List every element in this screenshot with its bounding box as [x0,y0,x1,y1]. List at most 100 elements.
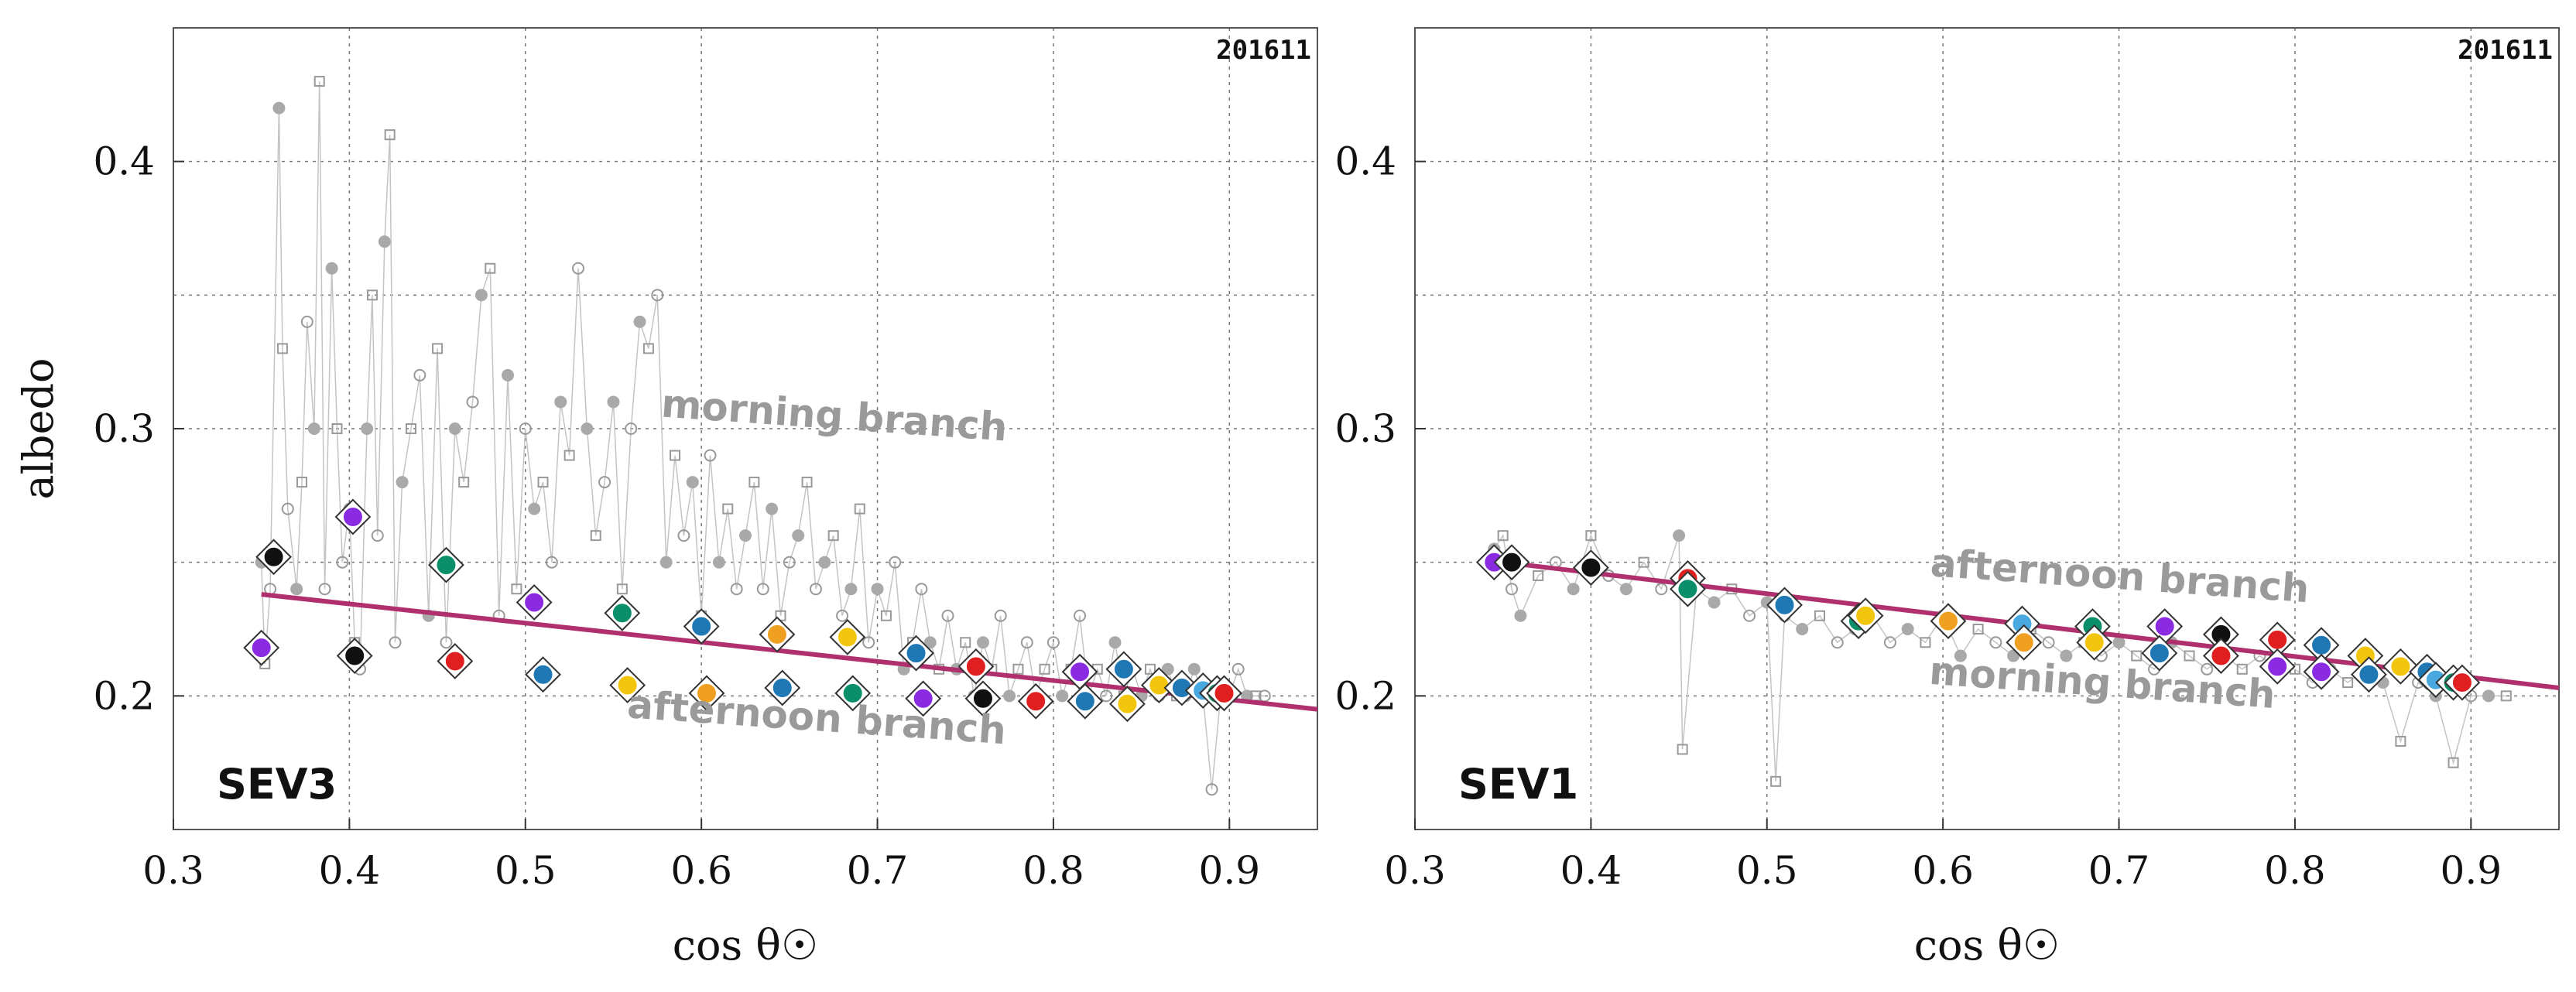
scatter-point [783,556,796,569]
x-tick-label: 0.7 [847,848,909,893]
highlight-marker [1206,675,1242,712]
scatter-point [1506,583,1519,596]
scatter-point [366,289,378,301]
scatter-point [659,556,673,569]
scatter-point [809,583,822,596]
scatter-point [361,422,374,435]
scatter-point [836,609,849,622]
y-axis-title: albedo [14,357,63,499]
highlight-marker [2259,648,2296,685]
highlight-marker [525,656,561,693]
scatter-point [2131,650,2143,662]
highlight-marker [2146,608,2184,645]
scatter-point [670,450,681,461]
x-tick-label: 0.3 [1384,848,1446,893]
scatter-point [296,477,307,488]
scatter-point [2342,677,2354,689]
highlight-marker [829,618,866,655]
highlight-marker [1061,653,1098,690]
highlight-marker [1067,682,1104,720]
scatter-point [1920,637,1931,648]
panel-sev1: 0.3 0.4 0.5 0.6 0.7 0.8 0.9 0.2 0.3 0.4 cos θ☉ 2016… [1334,27,2560,970]
scatter-point [616,583,628,595]
scatter-point [405,423,416,434]
panel-sev3: 0.3 0.4 0.5 0.6 0.7 0.8 0.9 0.2 0.3 0.4 cos θ☉ albe… [14,27,1318,970]
highlight-marker [2303,653,2340,690]
scatter-point [571,262,584,275]
scatter-point [1619,583,1632,596]
scatter-point [722,503,734,515]
scatter-point [1039,663,1050,675]
highlight-marker [2203,616,2239,653]
highlight-marker [2076,624,2113,661]
scatter-point [756,583,769,596]
x-axis: 0.3 0.4 0.5 0.6 0.7 0.8 0.9 [1384,819,2502,893]
scatter-point [325,262,338,275]
scatter-point [440,636,453,649]
highlight-marker [1017,682,1054,720]
scatter-point [2042,636,2055,649]
scatter-point [1972,624,1984,635]
scatter-point [384,129,396,141]
scatter-point [1814,610,1825,621]
x-tick-label: 0.6 [1912,848,1974,893]
highlight-marker [1930,603,1967,640]
scatter-point [889,556,902,569]
highlight-marker [957,648,995,685]
x-axis: 0.3 0.4 0.5 0.6 0.7 0.8 0.9 [142,819,1260,893]
scatter-point [336,556,349,569]
scatter-point [880,610,892,621]
scatter-point [2482,689,2496,703]
y-tick-label: 0.4 [1334,139,1396,184]
scatter-point [844,583,858,596]
branch-annotation: morning branch [660,381,1009,450]
x-tick-label: 0.8 [2264,848,2326,893]
scatter-point [281,502,294,515]
scatter-point [1673,529,1686,542]
x-tick-label: 0.5 [1736,848,1798,893]
scatter-point [915,583,928,596]
highlight-marker [2303,627,2340,664]
highlight-marker [255,539,293,576]
scatter-point [413,368,426,381]
scatter-point [686,476,699,489]
scatter-point [313,76,325,87]
scatter-point [976,636,989,649]
highlight-marker [1493,544,1530,581]
highlight-markers [243,498,1242,723]
scatter-point [1100,689,1113,703]
scatter-point [2236,663,2248,675]
panel-label: SEV1 [1458,760,1578,809]
scatter-point [2448,757,2459,768]
highlight-marker [609,667,646,703]
scatter-point [545,556,558,569]
scatter-point [712,556,725,569]
x-tick-label: 0.5 [495,848,557,893]
scatter-point [1989,636,2002,649]
y-axis: 0.2 0.3 0.4 [93,139,184,718]
scatter-point [2060,649,2073,662]
highlight-marker [437,643,474,679]
highlight-marker [516,584,553,621]
x-axis-title: cos θ☉ [673,921,819,970]
branch-annotation: afternoon branch [1929,540,2311,611]
x-tick-label: 0.9 [1199,848,1261,893]
scatter-point [396,476,409,489]
scatter-point [1655,583,1668,596]
scatter-point [1796,623,1809,635]
scatter-point [432,343,444,354]
scatter-point [854,503,865,515]
scatter-point [519,422,532,435]
scatter-point [389,636,402,649]
x-tick-label: 0.4 [1560,848,1622,893]
scatter-point [1638,556,1649,568]
scatter-point [511,583,522,595]
scatter-point [960,637,971,648]
highlight-marker [759,616,796,653]
scatter-point [827,530,839,542]
scatter-point [276,343,288,354]
highlight-marker [428,546,464,583]
x-tick-label: 0.3 [142,848,204,893]
highlight-marker [1572,549,1609,586]
